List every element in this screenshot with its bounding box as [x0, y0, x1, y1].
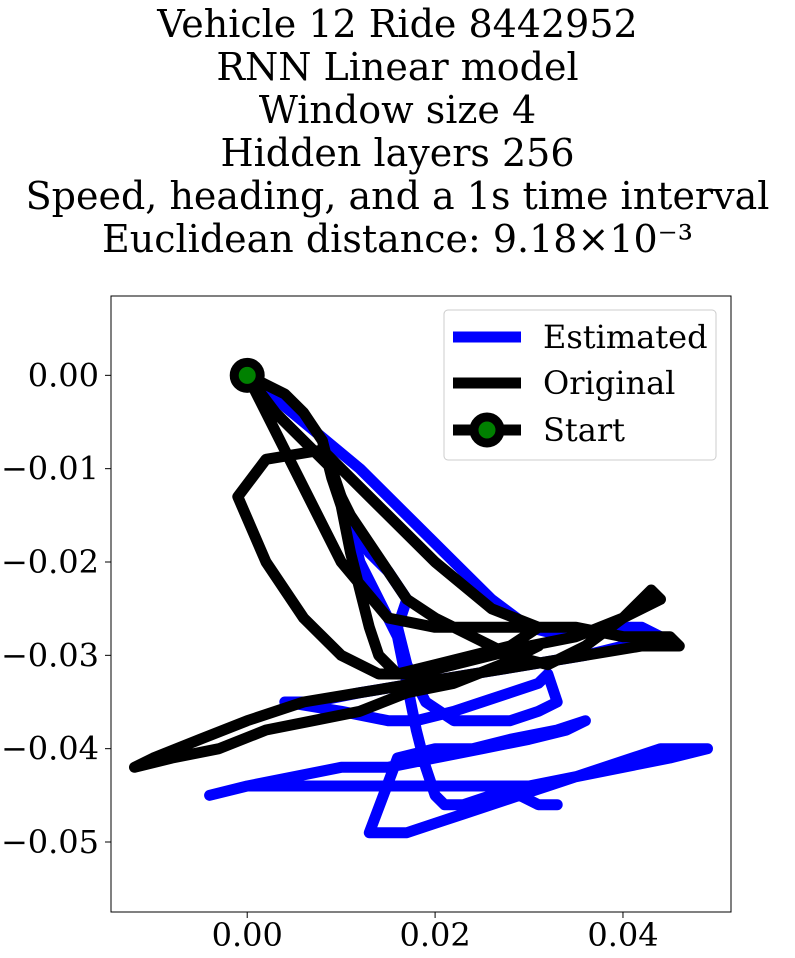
start-marker	[229, 357, 265, 393]
legend-label-estimated: Estimated	[543, 318, 708, 356]
legend-label-start: Start	[543, 411, 625, 449]
legend: Estimated Original Start	[443, 309, 717, 461]
title-line-4: Hidden layers 256	[220, 131, 574, 175]
title-line-6: Euclidean distance: 9.18×10⁻³	[102, 217, 693, 261]
axes-frame	[110, 295, 732, 913]
y-tick-label: −0.04	[1, 730, 99, 768]
x-tick-label: 0.00	[212, 916, 283, 954]
x-axis-ticks: 0.00 0.02 0.04	[212, 912, 659, 954]
legend-swatch-start-marker	[469, 412, 505, 448]
series-line-original	[129, 369, 685, 773]
y-tick-label: −0.05	[1, 823, 99, 861]
title-line-5: Speed, heading, and a 1s time interval	[26, 174, 770, 218]
legend-label-original: Original	[543, 364, 675, 402]
title-line-1: Vehicle 12 Ride 8442952	[156, 2, 637, 46]
y-tick-label: −0.01	[1, 450, 99, 488]
y-tick-label: −0.03	[1, 636, 99, 674]
x-tick-label: 0.02	[399, 916, 470, 954]
y-tick-label: −0.02	[1, 543, 99, 581]
title-line-2: RNN Linear model	[216, 45, 578, 89]
x-tick-label: 0.04	[587, 916, 658, 954]
plot-series-layer	[129, 357, 713, 839]
y-axis-ticks: 0.00 −0.01 −0.02 −0.03 −0.04 −0.05	[1, 356, 111, 861]
legend-frame	[443, 309, 717, 461]
y-tick-label: 0.00	[28, 356, 99, 394]
title-line-3: Window size 4	[259, 88, 536, 132]
